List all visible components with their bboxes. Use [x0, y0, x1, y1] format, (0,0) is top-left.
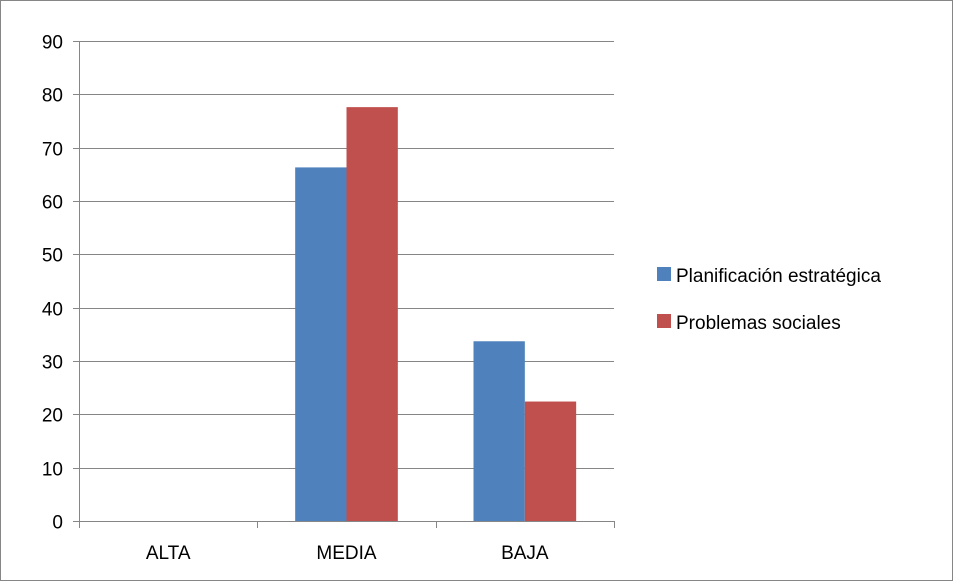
x-axis-tick-labels: ALTA MEDIA BAJA: [146, 543, 549, 564]
axes: [73, 41, 615, 528]
y-tick-label: 50: [42, 246, 63, 267]
y-tick-label: 90: [42, 33, 63, 54]
bar-media-series-1: [295, 167, 347, 521]
y-tick-label: 20: [42, 406, 63, 427]
x-tick-label-media: MEDIA: [316, 543, 377, 564]
legend-item-series-2: Problemas sociales: [657, 313, 841, 334]
legend-swatch: [657, 314, 671, 328]
bar-baja-series-2: [524, 401, 577, 521]
y-tick-label: 40: [42, 300, 63, 321]
legend-label: Problemas sociales: [676, 313, 841, 334]
y-tick-label: 60: [42, 193, 63, 214]
y-tick-label: 70: [42, 140, 63, 161]
y-tick-label: 0: [52, 513, 63, 534]
bars: [295, 107, 577, 521]
bar-baja-series-1: [473, 341, 525, 521]
legend-swatch: [657, 267, 671, 281]
bar-media-series-2: [346, 107, 398, 521]
y-tick-label: 30: [42, 353, 63, 374]
y-tick-label: 80: [42, 86, 63, 107]
legend: Planificación estratégica Problemas socia…: [657, 266, 881, 334]
y-tick-label: 10: [42, 460, 63, 481]
legend-label: Planificación estratégica: [676, 266, 881, 287]
x-tick-label-alta: ALTA: [146, 543, 191, 564]
y-axis-tick-labels: 0 10 20 30 40 50 60 70 80 90: [42, 33, 63, 534]
x-tick-label-baja: BAJA: [501, 543, 549, 564]
legend-item-series-1: Planificación estratégica: [657, 266, 881, 287]
